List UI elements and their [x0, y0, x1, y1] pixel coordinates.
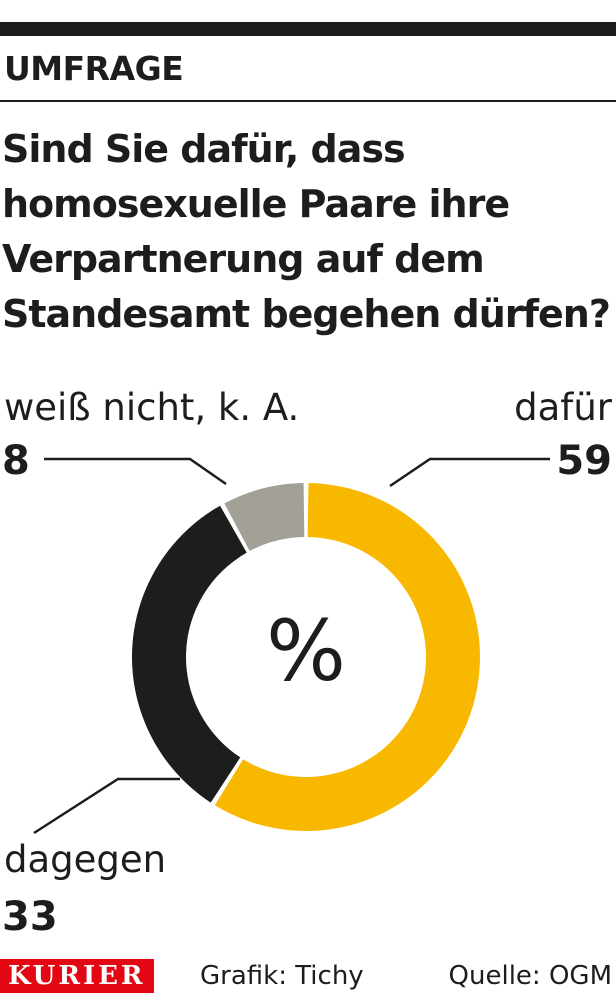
data-source: Quelle: OGM [448, 961, 612, 991]
label-weiss-nicht: weiß nicht, k. A. [4, 386, 299, 429]
donut-chart: weiß nicht, k. A. 8 dafür 59 dagegen 33 … [2, 386, 613, 940]
percent-symbol: % [266, 602, 346, 700]
slice-daf-r [214, 483, 480, 831]
value-weiss-nicht: 8 [2, 438, 30, 484]
value-dagegen: 33 [2, 894, 58, 940]
leader-line-dafuer [389, 457, 550, 488]
label-dafuer: dafür [514, 386, 613, 429]
slice-weiss-nicht-k-a [224, 483, 305, 552]
question-line: Standesamt begehen dürfen? [2, 292, 611, 336]
value-dafuer: 59 [556, 438, 612, 484]
label-dagegen: dagegen [4, 838, 166, 881]
question-line: homosexuelle Paare ihre [2, 182, 510, 226]
leader-line-weiss-nicht [44, 457, 227, 486]
graphic-credit: Grafik: Tichy [200, 961, 364, 991]
question-line: Sind Sie dafür, dass [2, 127, 406, 171]
brand-logo: KURIER [0, 959, 154, 993]
kicker-rule [0, 100, 616, 102]
chart-question: Sind Sie dafür, dass homosexuelle Paare … [2, 122, 614, 342]
question-line: Verpartnerung auf dem [2, 237, 485, 281]
slice-dagegen [131, 505, 247, 803]
donut-slices [131, 483, 480, 831]
top-rule [0, 22, 616, 36]
footer: KURIER Grafik: Tichy Quelle: OGM [0, 956, 616, 996]
kicker: UMFRAGE [4, 49, 184, 88]
leader-line-dagegen [33, 777, 180, 835]
